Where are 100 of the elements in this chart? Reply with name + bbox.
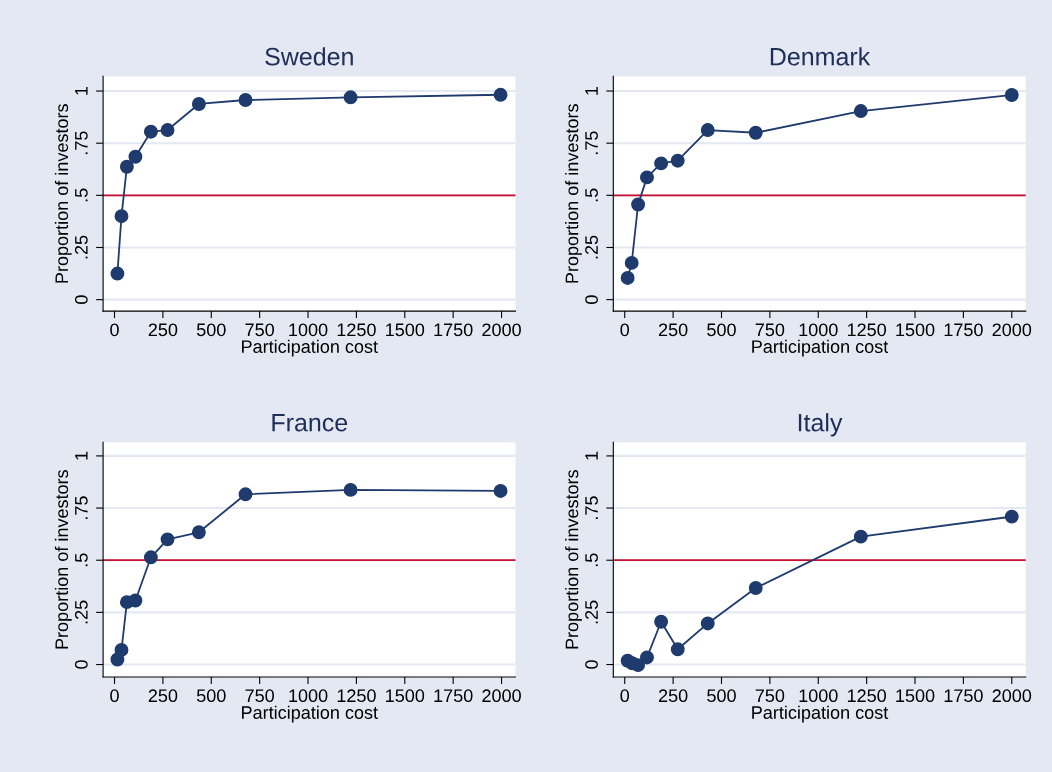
x-tick-label: 1000 bbox=[799, 689, 838, 703]
point bbox=[128, 149, 143, 164]
point bbox=[114, 209, 129, 224]
x-tick-label: 0 bbox=[110, 323, 119, 337]
y-tick-label: 1 bbox=[75, 451, 88, 460]
x-tick-label: 250 bbox=[658, 323, 688, 337]
point bbox=[343, 90, 358, 105]
y-tick-label: .25 bbox=[585, 600, 598, 624]
x-tick-label: 2000 bbox=[992, 689, 1032, 703]
point bbox=[114, 642, 129, 657]
x-tick-label: 1500 bbox=[386, 323, 425, 337]
x-tick-label: 500 bbox=[196, 323, 226, 337]
point bbox=[748, 581, 763, 595]
x-tick-label: 0 bbox=[620, 689, 630, 703]
point bbox=[700, 123, 715, 137]
point bbox=[238, 93, 253, 107]
x-axis-title: Participation cost bbox=[242, 705, 378, 723]
x-tick-label: 1250 bbox=[847, 689, 887, 703]
point bbox=[654, 156, 669, 171]
point bbox=[624, 255, 639, 270]
x-tick-label: 1000 bbox=[289, 689, 328, 703]
point bbox=[119, 159, 134, 174]
y-tick-label: 0 bbox=[585, 295, 598, 304]
x-tick-label: 500 bbox=[196, 689, 226, 703]
point bbox=[143, 550, 158, 565]
x-tick-label: 1250 bbox=[847, 323, 887, 337]
y-tick-label: 0 bbox=[74, 295, 88, 304]
point bbox=[631, 658, 646, 673]
y-tick-label: .25 bbox=[74, 600, 88, 624]
point bbox=[670, 153, 685, 168]
x-tick-label: 750 bbox=[755, 323, 785, 337]
y-tick-label: .25 bbox=[585, 235, 598, 259]
y-tick-label: 0 bbox=[585, 660, 598, 669]
x-tick-label: 1750 bbox=[434, 689, 473, 703]
point bbox=[160, 532, 175, 547]
x-tick-label: 500 bbox=[707, 689, 736, 703]
point bbox=[670, 642, 685, 657]
point bbox=[493, 87, 508, 102]
x-tick-label: 1500 bbox=[896, 323, 935, 337]
chart-title: Sweden bbox=[265, 47, 353, 66]
x-tick-label: 500 bbox=[707, 323, 736, 337]
y-tick-label: .5 bbox=[75, 553, 88, 567]
point bbox=[110, 266, 125, 281]
point bbox=[1004, 88, 1019, 102]
x-tick-label: 750 bbox=[755, 689, 785, 703]
x-tick-label: 1750 bbox=[944, 323, 983, 337]
y-tick-label: 1 bbox=[585, 451, 598, 460]
x-axis-title: Participation cost bbox=[242, 339, 378, 357]
x-tick-label: 2000 bbox=[992, 323, 1032, 337]
x-tick-label: 1500 bbox=[386, 689, 425, 703]
point bbox=[620, 271, 635, 285]
x-tick-label: 1000 bbox=[799, 323, 838, 337]
x-tick-label: 2000 bbox=[482, 323, 521, 337]
y-axis-title: Proportion of investors bbox=[565, 470, 582, 649]
y-axis-title: Proportion of investors bbox=[54, 104, 72, 283]
point bbox=[343, 482, 358, 497]
point bbox=[493, 484, 508, 498]
x-tick-label: 1500 bbox=[896, 689, 935, 703]
y-tick-label: .75 bbox=[75, 131, 88, 155]
y-tick-label: 1 bbox=[75, 86, 88, 95]
x-axis-title: Participation cost bbox=[752, 339, 889, 357]
y-tick-label: .5 bbox=[585, 553, 598, 567]
point bbox=[853, 529, 868, 544]
x-tick-label: 1750 bbox=[944, 689, 983, 703]
x-tick-label: 2000 bbox=[482, 689, 521, 703]
y-axis-title: Proportion of investors bbox=[565, 104, 582, 283]
point bbox=[1004, 509, 1019, 524]
point bbox=[748, 125, 763, 140]
x-tick-label: 1250 bbox=[337, 323, 376, 337]
point bbox=[700, 616, 715, 631]
point bbox=[640, 170, 654, 185]
y-tick-label: .75 bbox=[585, 496, 598, 519]
y-tick-label: .75 bbox=[75, 496, 88, 519]
chart-title: France bbox=[272, 414, 348, 432]
point bbox=[191, 97, 206, 111]
point bbox=[143, 124, 158, 139]
point bbox=[654, 614, 669, 629]
y-tick-label: .25 bbox=[74, 235, 88, 259]
chart-title: Denmark bbox=[770, 47, 871, 66]
y-tick-label: .5 bbox=[585, 188, 598, 202]
x-tick-label: 750 bbox=[245, 689, 275, 703]
point bbox=[238, 487, 253, 502]
x-axis-title: Participation cost bbox=[752, 705, 889, 723]
x-tick-label: 0 bbox=[620, 323, 630, 337]
x-tick-label: 1250 bbox=[337, 689, 376, 703]
y-tick-label: 0 bbox=[74, 660, 88, 669]
x-tick-label: 1000 bbox=[289, 323, 328, 337]
point bbox=[128, 593, 143, 608]
point bbox=[640, 650, 654, 665]
point bbox=[853, 104, 868, 119]
x-tick-label: 250 bbox=[148, 323, 178, 337]
y-axis-title: Proportion of investors bbox=[54, 470, 72, 649]
y-tick-label: .5 bbox=[75, 188, 88, 202]
x-tick-label: 0 bbox=[110, 689, 119, 703]
y-tick-label: 1 bbox=[585, 86, 598, 95]
point bbox=[160, 123, 175, 137]
y-tick-label: .75 bbox=[585, 131, 598, 155]
point bbox=[191, 525, 206, 540]
x-tick-label: 250 bbox=[148, 689, 178, 703]
chart-title: Italy bbox=[798, 413, 843, 437]
